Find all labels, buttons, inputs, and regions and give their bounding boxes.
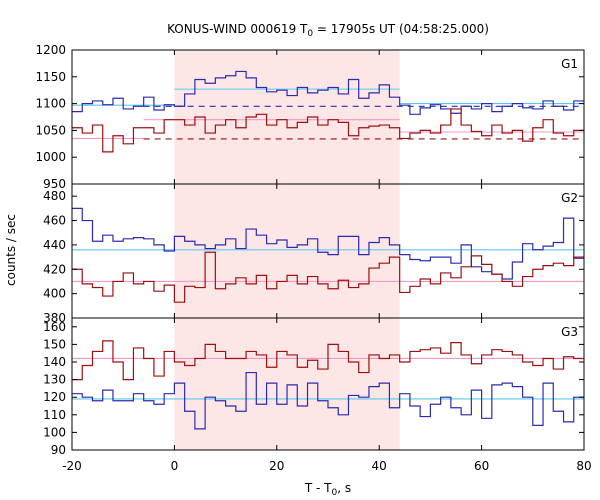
panel-label: G2 [561, 191, 578, 205]
chart-title-rest: = 17905s UT (04:58:25.000) [313, 22, 489, 36]
series-darkred-step-line [72, 251, 584, 303]
y-tick-label: 1150 [35, 70, 66, 84]
x-tick-label: -20 [62, 459, 82, 473]
y-tick-label: 120 [43, 390, 66, 404]
series-darkred-step-line [72, 108, 584, 153]
series-blue-step-line [72, 70, 584, 115]
y-tick-label: 480 [43, 189, 66, 203]
panel-label: G3 [561, 325, 578, 339]
x-tick-label: 0 [171, 459, 179, 473]
y-tick-label: 150 [43, 337, 66, 351]
y-tick-label: 140 [43, 355, 66, 369]
y-tick-label: 130 [43, 373, 66, 387]
x-tick-label: 40 [372, 459, 387, 473]
x-tick-label: 60 [474, 459, 489, 473]
chart-title-subscript: 0 [307, 29, 313, 39]
y-tick-label: 400 [43, 287, 66, 301]
y-tick-label: 110 [43, 408, 66, 422]
y-tick-label: 100 [43, 425, 66, 439]
y-tick-label: 1050 [35, 123, 66, 137]
panel-g1: 950 1000 1050 1100 1150 1200 G1 [35, 43, 585, 191]
y-tick-label: 1100 [35, 97, 66, 111]
y-tick-label: 380 [43, 311, 66, 325]
x-axis-label-subscript: 0 [332, 488, 338, 498]
x-axis-label-rest: , s [337, 481, 351, 495]
panel-frame [71, 317, 585, 451]
plot-area: 95010001050110011501200G1380400420440460… [35, 43, 591, 473]
y-tick-label: 440 [43, 238, 66, 252]
panel-g3: 90 100 110 120 130 140 150 160 G3 [43, 317, 585, 457]
x-axis-label: T - T0, s [304, 481, 351, 498]
chart-title: KONUS-WIND 000619 T0 = 17905s UT (04:58:… [167, 22, 489, 39]
y-tick-label: 420 [43, 262, 66, 276]
y-tick-label: 950 [43, 177, 66, 191]
chart-title-main: KONUS-WIND 000619 T [167, 22, 308, 36]
panel-g2: 380 400 420 440 460 480 G2 [43, 183, 585, 325]
y-axis-label: counts / sec [4, 214, 18, 286]
y-tick-label: 1000 [35, 150, 66, 164]
x-axis-label-main: T - T [304, 481, 332, 495]
series-darkred-step-line [72, 340, 584, 381]
y-tick-label: 1200 [35, 43, 66, 57]
y-tick-label: 160 [43, 320, 66, 334]
y-tick-label: 460 [43, 214, 66, 228]
x-tick-label: 20 [269, 459, 284, 473]
series-blue-step-line [72, 371, 584, 430]
panel-label: G1 [561, 57, 578, 71]
x-tick-label: 80 [576, 459, 591, 473]
y-tick-label: 90 [51, 443, 66, 457]
